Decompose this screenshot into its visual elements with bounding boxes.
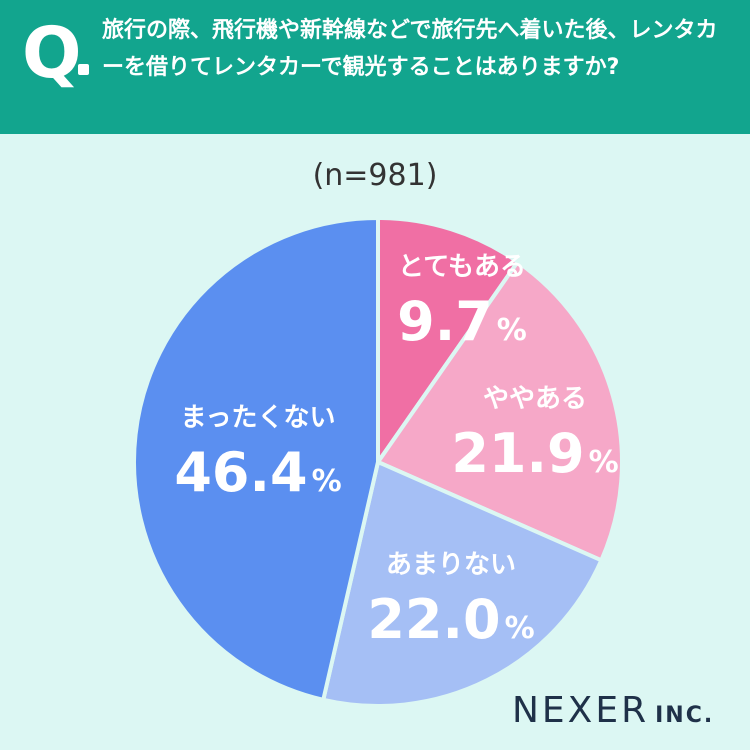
slice-value: 9.7%: [397, 290, 527, 353]
company-logo: NEXER INC.: [512, 690, 714, 731]
slice-label: あまりない: [386, 550, 516, 580]
slice-value: 46.4%: [174, 441, 341, 504]
pie-slice: [321, 460, 604, 708]
logo-main: NEXER: [512, 690, 650, 731]
question-mark: Q: [22, 12, 82, 94]
slice-label: まったくない: [181, 403, 336, 433]
slice-value: 21.9%: [451, 422, 618, 485]
slice-value: 22.0%: [367, 588, 534, 651]
sample-size: (n=981): [312, 158, 438, 193]
pie-slice: [376, 259, 624, 563]
slice-label: とてもある: [398, 252, 526, 282]
pie-slice: [132, 216, 380, 702]
slice-label: ややある: [483, 384, 587, 414]
logo-sub: INC.: [655, 703, 715, 728]
question-text: 旅行の際、飛行機や新幹線などで旅行先へ着いた後、レンタカーを借りてレンタカーで観…: [102, 18, 718, 80]
question-header: Q 旅行の際、飛行機や新幹線などで旅行先へ着いた後、レンタカーを借りてレンタカー…: [0, 0, 750, 134]
pie-slice: [376, 216, 520, 464]
question-mark-dot: [78, 64, 89, 75]
